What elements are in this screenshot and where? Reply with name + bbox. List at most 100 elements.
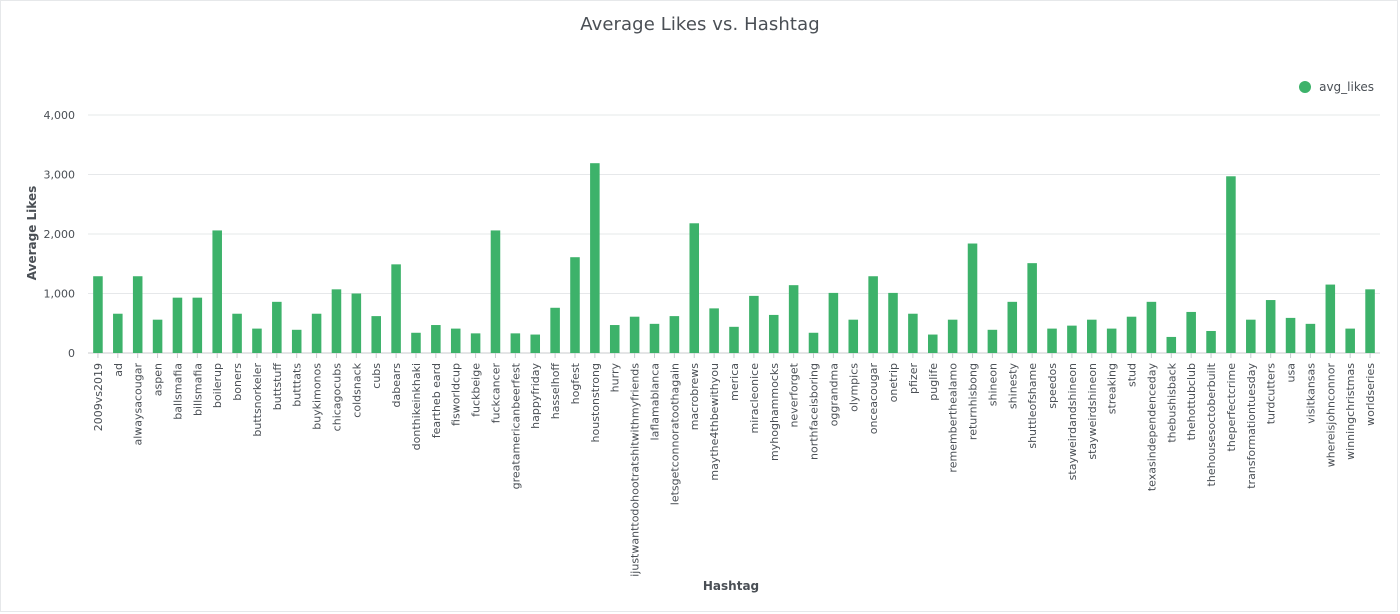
x-tick-label: thehottubclub <box>1185 363 1198 440</box>
bar[interactable] <box>768 314 779 353</box>
bar[interactable] <box>1007 301 1018 353</box>
bar[interactable] <box>729 326 739 353</box>
bar[interactable] <box>172 297 183 353</box>
y-tick-label: 4,000 <box>44 109 76 122</box>
bar[interactable] <box>351 293 362 354</box>
bar[interactable] <box>987 329 998 353</box>
bar[interactable] <box>1106 328 1117 353</box>
bar[interactable] <box>788 285 799 353</box>
x-tick-label: macrobrews <box>688 363 701 431</box>
bar[interactable] <box>113 313 123 353</box>
y-tick-label: 0 <box>68 347 75 360</box>
bar[interactable] <box>1126 316 1137 353</box>
bar[interactable] <box>927 334 938 353</box>
x-tick-label: hurry <box>609 363 622 393</box>
x-tick-label: aspen <box>152 363 165 396</box>
bar[interactable] <box>1206 330 1216 353</box>
x-tick-label: speedos <box>1046 363 1059 409</box>
bar[interactable] <box>1087 319 1097 353</box>
x-tick-label: donthikeinkhaki <box>410 363 423 450</box>
bar[interactable] <box>570 257 580 353</box>
x-tick-label: ijustwanttodohootratshitwithmyfriends <box>629 363 642 577</box>
x-tick-label: 2009vs2019 <box>92 363 105 431</box>
bar[interactable] <box>967 243 978 353</box>
bar[interactable] <box>470 333 481 353</box>
bar[interactable] <box>848 319 859 353</box>
x-tick-label: visitkansas <box>1304 363 1317 424</box>
bar[interactable] <box>272 301 282 353</box>
bar[interactable] <box>908 313 918 353</box>
bar[interactable] <box>947 319 958 353</box>
bar[interactable] <box>371 316 381 353</box>
x-tick-label: whereisjohnconnor <box>1324 363 1337 468</box>
x-tick-label: onetrip <box>887 363 900 402</box>
bar[interactable] <box>1285 317 1296 353</box>
bar[interactable] <box>1067 325 1077 353</box>
legend[interactable]: avg_likes <box>1299 80 1374 94</box>
bar[interactable] <box>152 319 163 353</box>
bar[interactable] <box>1365 289 1375 353</box>
x-tick-label: miracleonice <box>748 363 761 434</box>
bar[interactable] <box>252 328 262 353</box>
bar[interactable] <box>1186 311 1196 353</box>
bar[interactable] <box>291 329 302 353</box>
bar[interactable] <box>1325 284 1336 353</box>
x-tick-label: alwaysacougar <box>132 363 145 446</box>
x-tick-label: houstonstrong <box>589 363 602 442</box>
x-tick-label: maythe4thbewithyou <box>708 363 721 481</box>
bar[interactable] <box>1047 328 1057 353</box>
x-tick-label: buttstuff <box>271 363 284 411</box>
x-tick-label: boilerup <box>211 363 224 408</box>
bar[interactable] <box>93 276 103 353</box>
bar[interactable] <box>431 325 441 353</box>
bar[interactable] <box>828 292 839 353</box>
bar[interactable] <box>689 223 700 353</box>
bar[interactable] <box>550 307 560 353</box>
bar[interactable] <box>1265 300 1276 353</box>
bar[interactable] <box>1027 263 1037 353</box>
x-tick-label: laflamablanca <box>648 363 661 440</box>
x-tick-label: dabears <box>390 363 403 408</box>
bar[interactable] <box>192 297 203 353</box>
x-axis-ticks: 2009vs2019 ad alwaysacougar aspen ballsmafia… <box>92 353 1377 577</box>
bar[interactable] <box>888 292 898 353</box>
bar[interactable] <box>669 316 680 353</box>
bar[interactable] <box>709 308 719 353</box>
bar[interactable] <box>868 276 878 353</box>
bar[interactable] <box>450 328 461 353</box>
bar[interactable] <box>649 323 660 353</box>
bar[interactable] <box>1246 319 1256 353</box>
x-axis-title: Hashtag <box>703 579 759 593</box>
bar[interactable] <box>590 163 600 353</box>
bar[interactable] <box>530 334 541 353</box>
x-tick-label: olympics <box>847 363 860 412</box>
bar[interactable] <box>232 313 242 353</box>
bar[interactable] <box>331 289 342 353</box>
x-tick-label: greatamericanbeerfest <box>509 362 522 489</box>
bar[interactable] <box>1226 176 1236 353</box>
bar[interactable] <box>391 264 401 353</box>
bars <box>93 163 1375 353</box>
bar[interactable] <box>212 230 222 353</box>
bar[interactable] <box>1166 336 1177 353</box>
bar[interactable] <box>132 276 143 353</box>
x-tick-label: shinesty <box>1006 363 1019 410</box>
bar[interactable] <box>490 230 501 353</box>
bar[interactable] <box>1146 301 1157 353</box>
bar[interactable] <box>629 316 640 353</box>
bar[interactable] <box>411 332 421 353</box>
bar[interactable] <box>510 333 521 353</box>
bar[interactable] <box>749 295 759 353</box>
bar[interactable] <box>1305 323 1316 353</box>
x-tick-label: ballsmafia <box>171 363 184 420</box>
x-tick-label: butttats <box>291 363 304 407</box>
bar[interactable] <box>311 313 322 353</box>
bar[interactable] <box>609 325 620 353</box>
x-tick-label: letsgetconnoratoothagain <box>668 363 681 505</box>
x-tick-label: boners <box>231 363 244 401</box>
x-tick-label: hogfest <box>569 362 582 404</box>
bar[interactable] <box>808 332 819 353</box>
bar[interactable] <box>1345 328 1355 353</box>
x-tick-label: neverforget <box>788 362 801 427</box>
